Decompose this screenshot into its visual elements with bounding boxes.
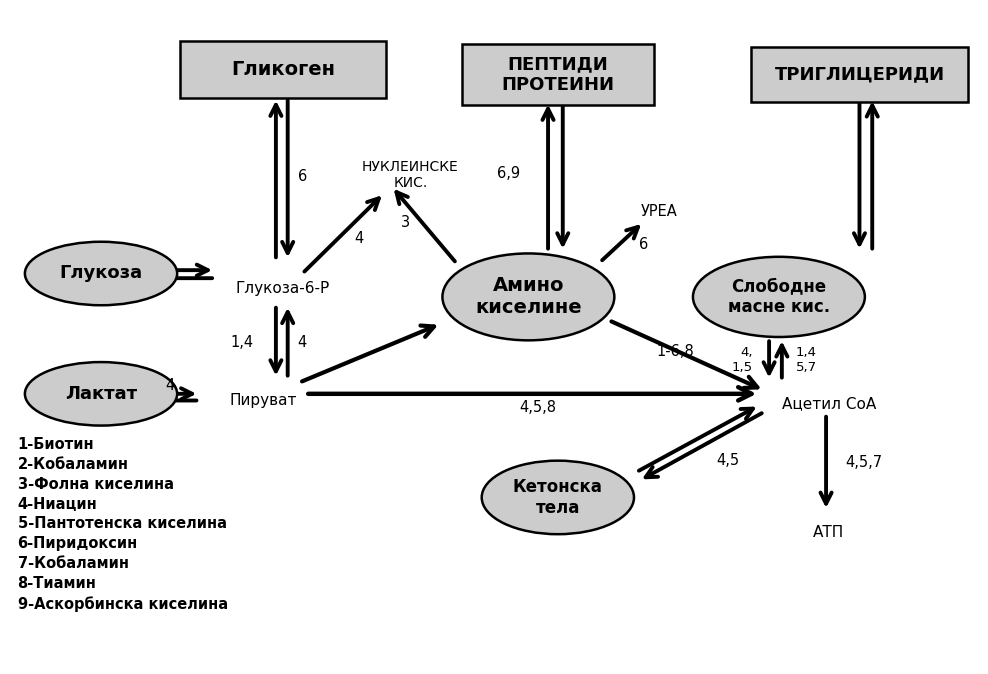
- Text: 1-Биотин
2-Кобаламин
3-Фолна киселина
4-Ниацин
5-Пантотенска киселина
6-Пиридокс: 1-Биотин 2-Кобаламин 3-Фолна киселина 4-…: [18, 437, 227, 612]
- FancyBboxPatch shape: [462, 44, 654, 105]
- Ellipse shape: [443, 253, 615, 340]
- Text: 4,
1,5: 4, 1,5: [731, 346, 753, 374]
- Text: 3: 3: [401, 214, 410, 230]
- Text: Амино
киселине: Амино киселине: [475, 276, 582, 317]
- FancyBboxPatch shape: [752, 47, 967, 102]
- Text: 4: 4: [355, 231, 364, 245]
- Text: 1-6,8: 1-6,8: [657, 344, 695, 359]
- Text: 4,5: 4,5: [716, 453, 739, 468]
- Text: 6: 6: [297, 169, 306, 184]
- Text: ТРИГЛИЦЕРИДИ: ТРИГЛИЦЕРИДИ: [775, 65, 945, 84]
- Text: Пируват: Пируват: [229, 393, 296, 408]
- Text: Кетонска
тела: Кетонска тела: [513, 478, 603, 517]
- Ellipse shape: [25, 242, 177, 305]
- Text: 1,4: 1,4: [230, 335, 253, 350]
- Ellipse shape: [693, 257, 864, 337]
- Text: Гликоген: Гликоген: [231, 60, 335, 79]
- Text: 4: 4: [297, 335, 306, 350]
- Text: Глукоза-6-Р: Глукоза-6-Р: [236, 281, 330, 297]
- Text: Слободне
масне кис.: Слободне масне кис.: [728, 278, 830, 316]
- Text: АТП: АТП: [812, 524, 844, 540]
- Text: Ацетил CoА: Ацетил CoА: [782, 396, 876, 411]
- FancyBboxPatch shape: [180, 41, 386, 98]
- Text: УРЕА: УРЕА: [640, 204, 678, 219]
- Text: ПЕПТИДИ
ПРОТЕИНИ: ПЕПТИДИ ПРОТЕИНИ: [501, 55, 615, 94]
- Ellipse shape: [25, 362, 177, 425]
- Text: Глукоза: Глукоза: [59, 264, 142, 282]
- Text: Лактат: Лактат: [65, 385, 137, 403]
- Text: 4: 4: [165, 378, 175, 394]
- Text: 6,9: 6,9: [497, 166, 521, 181]
- Text: 4,5,7: 4,5,7: [846, 455, 883, 470]
- Text: 6: 6: [639, 237, 649, 252]
- Text: 1,4
5,7: 1,4 5,7: [795, 346, 817, 374]
- Ellipse shape: [482, 460, 634, 534]
- Text: 4,5,8: 4,5,8: [520, 400, 556, 415]
- Text: НУКЛЕИНСКЕ
КИС.: НУКЛЕИНСКЕ КИС.: [363, 160, 458, 190]
